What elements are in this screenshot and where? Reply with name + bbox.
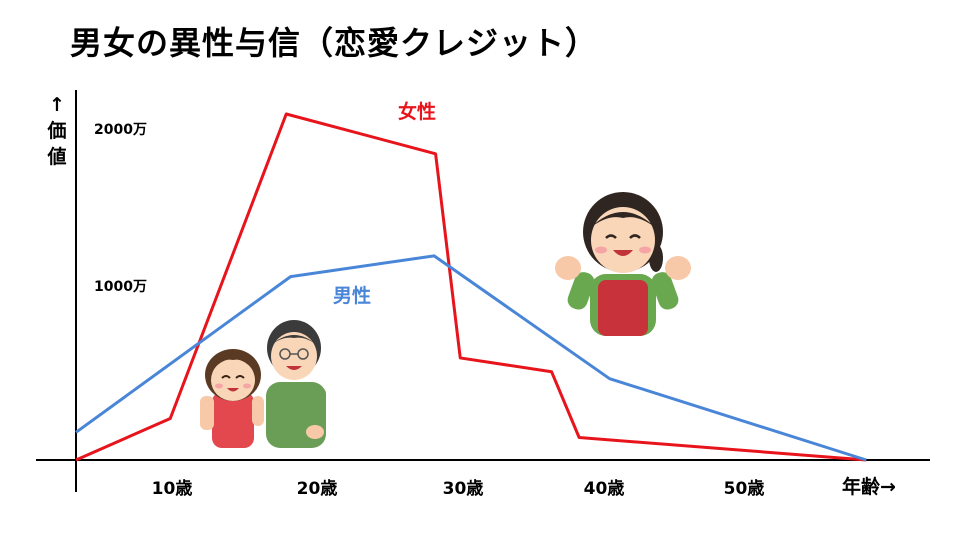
series-line-female [75, 112, 867, 462]
series-label-male: 男性 [333, 285, 372, 307]
x-tick-label-30: 30歳 [442, 479, 484, 499]
series-layer [75, 112, 867, 462]
x-tick-label-50: 50歳 [723, 479, 765, 499]
series-label-female: 女性 [398, 101, 437, 123]
couple-illustration [200, 320, 326, 448]
y-tick-label-2000: 2000万 [94, 122, 147, 138]
x-tick-label-20: 20歳 [296, 479, 338, 499]
y-axis-label-arrow: ↑ [49, 94, 65, 116]
x-tick-label-40: 40歳 [583, 479, 625, 499]
y-axis-label-char-2: 値 [47, 146, 67, 168]
girl-figure [200, 349, 264, 448]
chart-title: 男女の異性与信（恋愛クレジット） [70, 24, 599, 62]
man-figure [266, 320, 326, 448]
y-axis-label-char-1: 価 [47, 120, 67, 142]
series-line-male [75, 254, 867, 462]
y-tick-label-1000: 1000万 [94, 279, 147, 295]
woman-waving-illustration [555, 192, 691, 336]
x-axis-label: 年齢→ [842, 476, 896, 498]
x-tick-label-10: 10歳 [151, 479, 193, 499]
y-axis-label: ↑ 価 値 [44, 92, 70, 170]
